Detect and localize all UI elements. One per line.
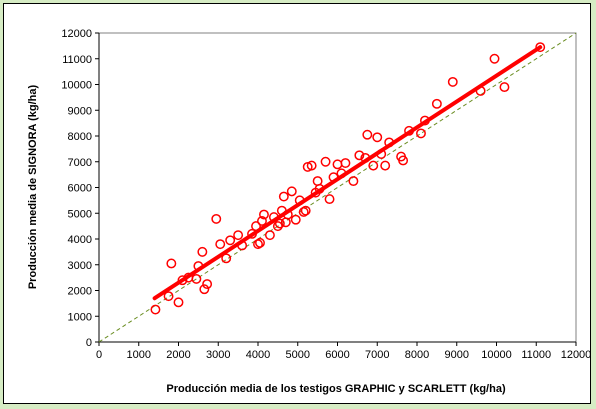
y-tick-label: 11000 (62, 54, 92, 66)
x-tick-label: 5000 (286, 349, 310, 361)
scatter-chart: 0 1000 2000 3000 4000 5000 6000 7000 8000 9000 100… (27, 28, 590, 395)
y-tick-label: 2000 (68, 286, 92, 298)
x-tick-label: 9000 (445, 349, 469, 361)
data-point (255, 237, 265, 248)
data-point (221, 253, 232, 264)
data-point (264, 230, 275, 241)
plot-area: 0 1000 2000 3000 4000 5000 6000 7000 8000 9000 100… (61, 28, 590, 361)
data-point (233, 230, 244, 241)
data-point (202, 279, 213, 290)
x-tick-label: 7000 (365, 349, 389, 361)
reference-line (98, 32, 577, 343)
data-point (259, 209, 269, 220)
x-tick-label: 3000 (206, 349, 230, 361)
y-tick-label: 5000 (68, 208, 92, 220)
data-point (272, 221, 283, 232)
x-tick-label: 6000 (325, 349, 349, 361)
data-point (354, 150, 365, 161)
data-point (225, 235, 236, 246)
data-point (362, 129, 373, 140)
data-point (298, 207, 309, 217)
x-tick-label: 10000 (481, 349, 512, 361)
data-point (380, 160, 391, 171)
data-point (535, 42, 546, 53)
data-point (177, 275, 188, 286)
data-point (197, 246, 208, 257)
y-tick-label: 12000 (61, 28, 92, 40)
data-point (257, 216, 267, 226)
data-point (199, 284, 210, 295)
data-point (215, 239, 226, 250)
x-tick-label: 1000 (127, 349, 151, 361)
x-tick-label: 0 (96, 349, 102, 361)
data-point (300, 205, 311, 216)
data-point (431, 98, 442, 109)
x-tick-label: 2000 (166, 349, 190, 361)
data-point (278, 191, 289, 202)
data-point (286, 186, 297, 197)
y-tick-label: 10000 (61, 80, 92, 92)
data-point (447, 76, 458, 87)
y-axis-title: Producción media de SIGNORA (kg/ha) (27, 84, 39, 289)
y-tick-label: 1000 (68, 311, 92, 323)
y-tick-label: 3000 (68, 260, 92, 272)
x-tick-label: 11000 (521, 349, 551, 361)
x-tick-label: 4000 (246, 349, 270, 361)
x-axis-title: Producción media de los testigos GRAPHIC… (166, 383, 506, 395)
data-point (253, 239, 263, 250)
x-tick-label: 12000 (561, 349, 590, 361)
data-point (499, 82, 510, 93)
chart-frame: 0 1000 2000 3000 4000 5000 6000 7000 8000 9000 100… (3, 3, 591, 404)
y-tick-label: 0 (86, 337, 92, 349)
y-tick-label: 4000 (68, 234, 92, 246)
y-tick-label: 9000 (68, 105, 92, 117)
data-point (290, 214, 301, 225)
data-point (398, 155, 409, 166)
data-point (368, 160, 379, 171)
trendline (152, 45, 543, 301)
data-point (211, 213, 222, 224)
data-point (274, 218, 285, 229)
x-tick-label: 8000 (405, 349, 429, 361)
data-point (163, 291, 174, 302)
data-point (372, 132, 383, 143)
data-point (320, 156, 331, 167)
data-point (489, 53, 500, 64)
data-point (340, 158, 351, 168)
data-point (348, 176, 359, 187)
data-point (191, 273, 202, 284)
data-point (306, 160, 317, 171)
y-tick-label: 8000 (68, 131, 92, 143)
data-point (173, 297, 184, 308)
data-point (416, 128, 426, 139)
data-point (150, 304, 161, 315)
y-tick-label: 7000 (68, 157, 92, 169)
data-point (324, 194, 335, 205)
data-point (166, 258, 177, 269)
y-tick-label: 6000 (68, 183, 92, 195)
